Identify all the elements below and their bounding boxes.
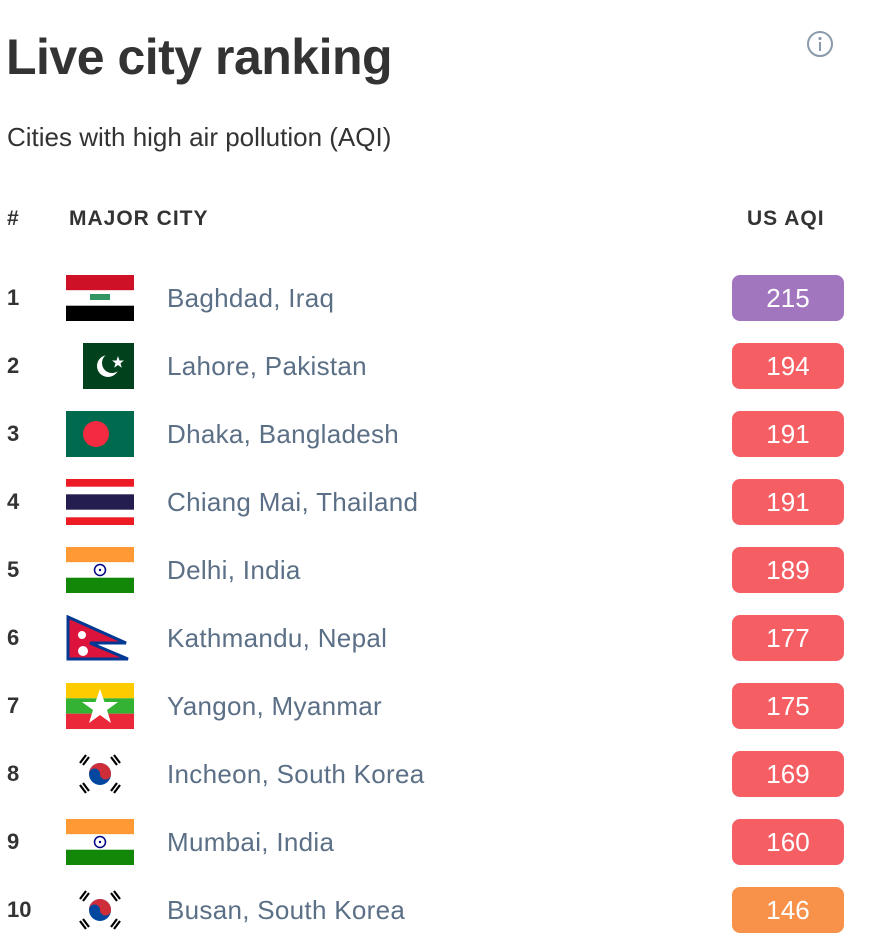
flag	[66, 819, 134, 865]
rank: 4	[7, 489, 20, 514]
rank: 5	[7, 557, 20, 582]
column-header: MAJOR CITY	[69, 207, 209, 230]
aqi-badge: 146	[732, 887, 844, 933]
flag	[66, 751, 134, 797]
flag-part	[66, 683, 134, 729]
flag-part	[93, 835, 107, 849]
flag-part	[66, 305, 134, 321]
info-icon[interactable]	[806, 30, 834, 58]
aqi-badge: 177	[732, 615, 844, 661]
city-name[interactable]: Yangon, Myanmar	[167, 691, 383, 721]
rank: 9	[7, 829, 20, 854]
flag-part	[66, 577, 134, 593]
flag	[66, 683, 134, 729]
column-header: #	[7, 207, 20, 230]
flag-part	[78, 631, 86, 639]
flag-part	[93, 563, 107, 577]
flag	[66, 343, 134, 389]
flag	[66, 887, 134, 933]
flag-part	[79, 754, 121, 794]
rank: 10	[7, 897, 32, 922]
flag-part	[102, 353, 122, 373]
flag	[66, 275, 134, 321]
flag-part	[79, 890, 121, 930]
flag-part	[66, 713, 134, 729]
rank: 2	[7, 353, 20, 378]
rank: 1	[7, 285, 20, 310]
flag-part	[66, 614, 129, 661]
aqi-badge: 191	[732, 411, 844, 457]
aqi-badge: 175	[732, 683, 844, 729]
city-name[interactable]: Dhaka, Bangladesh	[167, 419, 400, 449]
city-name[interactable]: Baghdad, Iraq	[167, 283, 335, 313]
flag-part	[66, 547, 134, 563]
flag-part	[79, 754, 121, 794]
flag-part	[98, 568, 102, 572]
flag-part	[79, 890, 121, 930]
aqi-badge: 189	[732, 547, 844, 593]
flag-part	[66, 849, 134, 865]
flag	[66, 614, 134, 661]
flag-part	[83, 421, 109, 447]
city-name[interactable]: Delhi, India	[167, 555, 301, 585]
city-name[interactable]: Lahore, Pakistan	[167, 351, 367, 381]
city-name[interactable]: Chiang Mai, Thailand	[167, 487, 419, 517]
rank: 6	[7, 625, 20, 650]
flag-part	[98, 840, 102, 844]
city-name[interactable]: Busan, South Korea	[167, 895, 406, 925]
flag-part	[89, 899, 111, 916]
city-name[interactable]: Incheon, South Korea	[167, 759, 425, 789]
rank: 8	[7, 761, 20, 786]
flag-part	[83, 343, 134, 389]
rank: 3	[7, 421, 20, 446]
flag-part	[112, 356, 124, 368]
flag-part	[66, 494, 134, 510]
flag-part	[66, 479, 134, 525]
flag-part	[89, 763, 111, 780]
flag-part	[66, 614, 129, 661]
aqi-badge: 160	[732, 819, 844, 865]
rank: 7	[7, 693, 20, 718]
aqi-badge: 215	[732, 275, 844, 321]
flag	[66, 411, 134, 457]
flag-part	[82, 689, 118, 723]
aqi-badge: 194	[732, 343, 844, 389]
flag-part	[66, 887, 134, 933]
flag-part	[66, 819, 134, 835]
info-bar	[819, 42, 821, 51]
city-name[interactable]: Mumbai, India	[167, 827, 335, 857]
title: Live city ranking	[6, 29, 393, 85]
info-dot	[818, 36, 822, 41]
flag	[66, 547, 134, 593]
flag-part	[78, 646, 88, 656]
flag	[66, 479, 134, 525]
aqi-badge: 169	[732, 751, 844, 797]
flag-part	[66, 547, 134, 593]
subtitle: Cities with high air pollution (AQI)	[7, 122, 392, 152]
city-name[interactable]: Kathmandu, Nepal	[167, 623, 388, 653]
aqi-badge: 191	[732, 479, 844, 525]
column-header: US AQI	[747, 207, 825, 230]
flag-part	[66, 819, 134, 865]
flag-part	[66, 411, 134, 457]
info-circle	[807, 31, 833, 57]
flag-part	[90, 294, 110, 300]
flag-part	[66, 275, 134, 321]
flag-part	[66, 275, 134, 291]
flag-part	[66, 751, 134, 797]
